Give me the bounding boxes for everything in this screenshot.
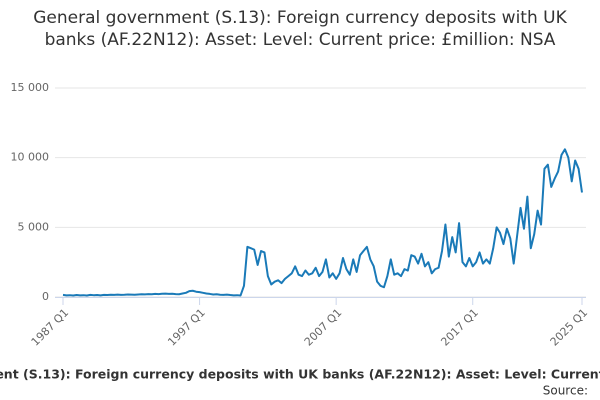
chart-title: General government (S.13): Foreign curre… bbox=[33, 8, 567, 50]
x-tick-label: 2007 Q1 bbox=[302, 306, 345, 349]
y-tick-label: 15 000 bbox=[11, 81, 50, 94]
y-tick-label: 10 000 bbox=[11, 151, 50, 164]
x-tick-label: 2025 Q1 bbox=[548, 306, 591, 349]
x-tick-label: 1987 Q1 bbox=[29, 306, 72, 349]
data-line bbox=[62, 148, 583, 297]
x-tick-label: 1997 Q1 bbox=[165, 306, 208, 349]
source: Source: bbox=[543, 384, 588, 398]
y-tick-label: 5 000 bbox=[18, 220, 50, 233]
y-tick-label: 0 bbox=[42, 290, 49, 303]
x-tick-label: 2017 Q1 bbox=[438, 306, 481, 349]
footer: ent (S.13): Foreign currency deposits wi… bbox=[0, 367, 600, 382]
